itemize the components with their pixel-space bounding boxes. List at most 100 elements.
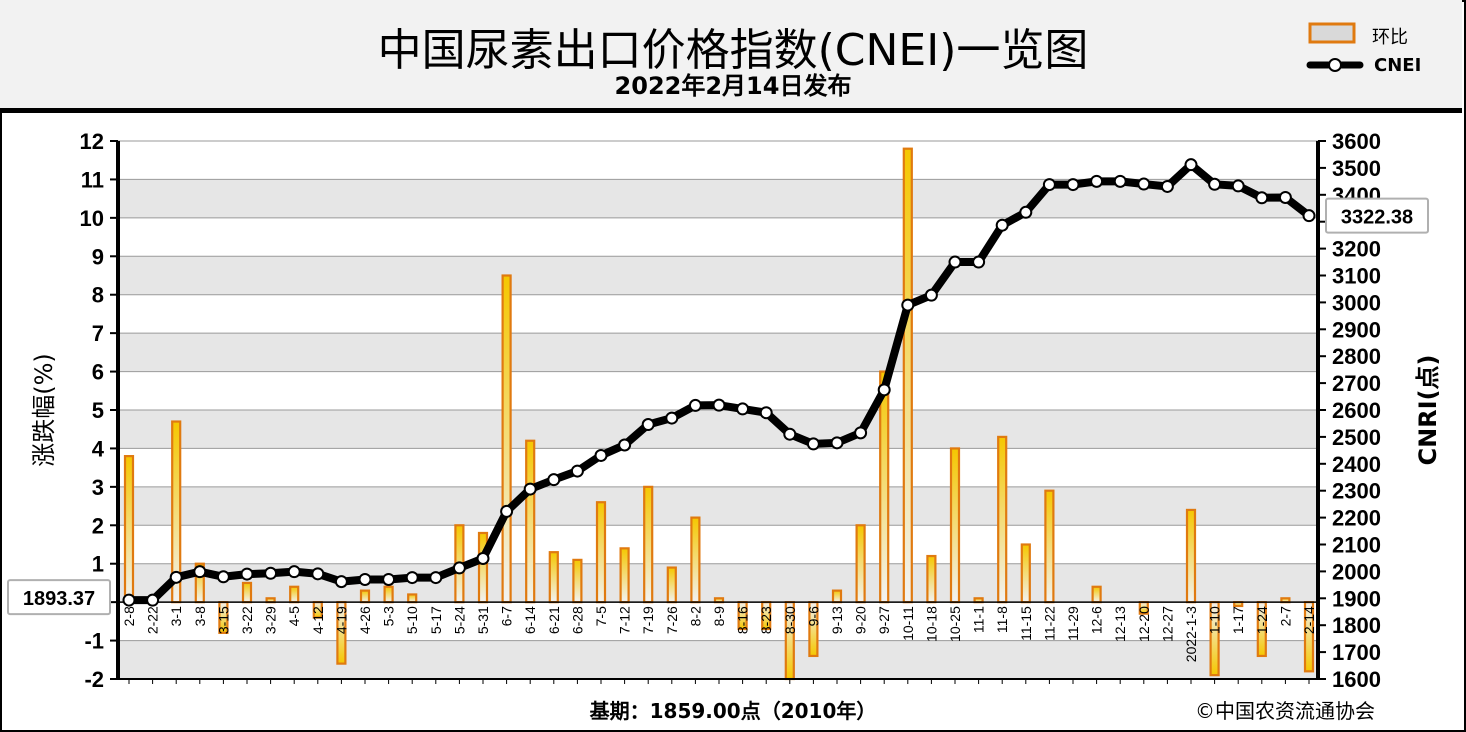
cnei-point <box>570 464 584 478</box>
x-tick-label: 12-20 <box>1136 606 1152 642</box>
cnei-point <box>500 504 514 518</box>
y-tick-label-right: 2100 <box>1332 533 1381 558</box>
cnei-point <box>382 572 396 586</box>
plot-band <box>118 448 1318 487</box>
cnei-point <box>1302 209 1316 223</box>
cnei-point <box>1255 191 1269 205</box>
cnei-point <box>688 398 702 412</box>
copyright-note: ©中国农资流通协会 <box>1195 699 1375 723</box>
y-tick-label-right: 2000 <box>1332 559 1381 584</box>
x-tick-label: 4-5 <box>286 606 302 626</box>
bar <box>1091 585 1102 604</box>
bar <box>926 554 937 604</box>
x-tick-label: 5-3 <box>381 606 397 626</box>
plot-band <box>118 640 1318 679</box>
x-tick-label: 9-27 <box>876 606 892 634</box>
cnei-point <box>1113 174 1127 188</box>
bar <box>359 589 371 604</box>
x-tick-label: 8-23 <box>758 606 774 634</box>
x-tick-label: 6-28 <box>569 606 585 634</box>
x-tick-label: 9-20 <box>853 606 869 634</box>
x-tick-label: 6-7 <box>499 606 515 626</box>
bar <box>879 370 890 604</box>
y-tick-label-left: 7 <box>92 321 104 346</box>
chart-title: 中国尿素出口价格指数(CNEI)一览图 <box>377 25 1089 76</box>
x-tick-label: 3-8 <box>192 606 208 626</box>
cnei-point <box>1231 179 1245 193</box>
bar <box>241 581 253 604</box>
y-tick-label-right: 3600 <box>1332 129 1381 154</box>
x-tick-label: 7-26 <box>664 606 680 634</box>
y-tick-label-left: 10 <box>80 206 104 231</box>
cnei-point <box>594 448 608 462</box>
x-tick-label: 4-26 <box>357 606 373 634</box>
plot-band <box>118 141 1318 180</box>
cnei-point <box>216 570 230 584</box>
x-tick-label: 2-22 <box>145 606 161 634</box>
y-tick-label-right: 2400 <box>1332 452 1381 477</box>
bar <box>643 485 654 604</box>
y-tick-label-right: 1900 <box>1332 586 1381 611</box>
plot-band <box>118 333 1318 372</box>
cnei-point <box>995 218 1009 232</box>
bar <box>1020 543 1031 604</box>
cnei-point <box>476 551 490 565</box>
x-tick-label: 11-22 <box>1041 606 1057 641</box>
plot-band <box>118 486 1318 526</box>
cnei-point <box>830 436 844 450</box>
x-tick-label: 7-5 <box>593 606 609 626</box>
y-tick-label-right: 3500 <box>1332 156 1381 181</box>
cnei-point <box>1278 190 1292 204</box>
y-tick-label-left: 12 <box>80 129 104 154</box>
y-tick-label-right: 3100 <box>1332 264 1381 289</box>
cnei-point <box>1137 177 1151 191</box>
x-tick-label: 8-9 <box>711 606 727 626</box>
y-tick-label-right: 2500 <box>1332 425 1381 450</box>
cnei-point <box>334 575 348 589</box>
y-tick-label-left: -2 <box>84 667 104 692</box>
bar <box>289 585 300 604</box>
x-tick-label: 1-24 <box>1254 606 1270 634</box>
y-tick-label-left: 3 <box>92 475 104 500</box>
y-tick-label-right: 1800 <box>1332 613 1381 638</box>
y-tick-label-right: 3200 <box>1332 237 1381 262</box>
x-tick-label: 12-27 <box>1159 606 1175 642</box>
x-tick-label: 1-17 <box>1230 606 1246 634</box>
cnei-point <box>736 402 750 416</box>
x-tick-label: 4-19 <box>333 606 349 634</box>
plot-band <box>118 256 1318 295</box>
y-tick-label-right: 2700 <box>1332 371 1381 396</box>
plot-band <box>118 525 1318 564</box>
bar <box>1185 508 1197 604</box>
cnei-point <box>452 561 466 575</box>
y-tick-label-right: 2300 <box>1332 479 1381 504</box>
first-value-box <box>7 579 111 616</box>
x-tick-label: 7-12 <box>617 606 633 634</box>
bar <box>595 501 607 604</box>
cnei-point <box>311 567 325 581</box>
plot-band <box>118 294 1318 334</box>
y-tick-label-right: 1600 <box>1332 667 1381 692</box>
y-tick-label-left: 9 <box>92 244 104 269</box>
bar <box>501 274 512 604</box>
bar <box>383 585 394 604</box>
y-axis-title-left: 涨跌幅(%) <box>30 353 58 467</box>
x-tick-label: 9-6 <box>805 606 821 626</box>
x-tick-label: 6-21 <box>546 606 562 634</box>
cnei-point <box>641 418 655 432</box>
cnei-point <box>1160 179 1174 193</box>
cnei-point <box>193 565 207 579</box>
bar <box>949 447 961 604</box>
x-tick-label: 3-22 <box>239 606 255 634</box>
y-tick-label-left: 2 <box>92 513 104 538</box>
x-tick-label: 8-30 <box>782 606 798 634</box>
y-tick-label-right: 2900 <box>1332 317 1381 342</box>
cnei-point <box>1090 174 1104 188</box>
cnei-point <box>901 298 915 312</box>
x-tick-label: 1-10 <box>1207 606 1223 634</box>
cnei-point <box>618 438 632 452</box>
x-tick-label: 5-10 <box>404 606 420 634</box>
cnei-point <box>240 567 254 581</box>
cnei-point <box>523 482 537 496</box>
y-tick-label-left: 11 <box>81 167 104 192</box>
